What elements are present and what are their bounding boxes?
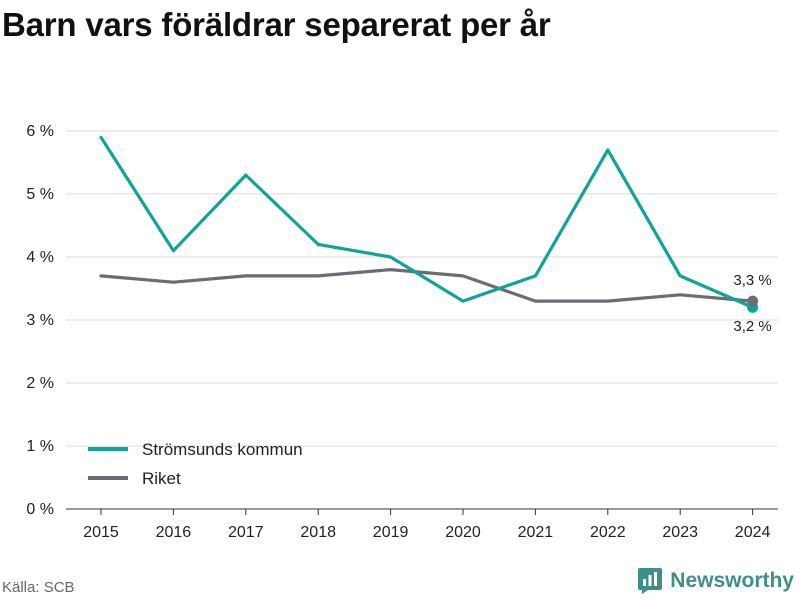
- y-tick-label: 3 %: [26, 312, 54, 329]
- x-tick-label: 2018: [300, 524, 336, 541]
- y-tick-label: 6 %: [26, 123, 54, 140]
- x-tick-label: 2022: [590, 524, 626, 541]
- x-tick-label: 2015: [83, 524, 119, 541]
- series-line-riket: [99, 268, 755, 303]
- x-tick-label: 2019: [373, 524, 409, 541]
- newsworthy-logo-icon: [638, 568, 663, 594]
- y-tick-label: 2 %: [26, 375, 54, 392]
- end-label-riket: 3,3 %: [733, 272, 771, 289]
- chart-title: Barn vars föräldrar separerat per år: [2, 6, 551, 43]
- x-tick-label: 2024: [735, 524, 771, 541]
- x-tick-label: 2021: [518, 524, 554, 541]
- legend-label: Strömsunds kommun: [142, 440, 303, 459]
- brand-logo: Newsworthy: [638, 568, 794, 594]
- x-tick-label: 2016: [156, 524, 192, 541]
- legend-label: Riket: [142, 469, 181, 488]
- y-tick-label: 4 %: [26, 249, 54, 266]
- x-tick-label: 2017: [228, 524, 264, 541]
- end-label-stromsunds-kommun: 3,2 %: [733, 318, 771, 335]
- y-tick-label: 5 %: [26, 186, 54, 203]
- end-point-marker-riket: [747, 295, 759, 307]
- x-tick-label: 2023: [662, 524, 698, 541]
- brand-name: Newsworthy: [670, 569, 794, 592]
- y-tick-label: 0 %: [26, 501, 54, 518]
- x-tick-label: 2020: [445, 524, 481, 541]
- source-note: Källa: SCB: [2, 579, 75, 596]
- y-tick-label: 1 %: [26, 438, 54, 455]
- series-line-stromsunds-kommun: [99, 135, 755, 309]
